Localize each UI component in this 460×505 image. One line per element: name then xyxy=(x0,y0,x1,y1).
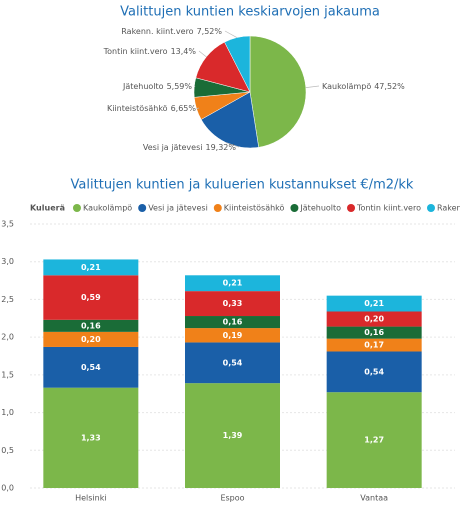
value-label: 0,21 xyxy=(81,263,101,272)
legend-label: Kiinteistösähkö xyxy=(224,204,285,213)
legend-swatch xyxy=(138,204,147,212)
pie-slice xyxy=(249,35,307,148)
value-label: 0,17 xyxy=(364,341,384,350)
legend-label: Kaukolämpö xyxy=(83,204,132,213)
pie-label: Kiinteistösähkö 6,65% xyxy=(107,104,196,113)
legend-label: Jätehuolto xyxy=(299,204,341,213)
pie-label: Tontin kiint.vero 13,4% xyxy=(103,47,197,56)
legend-label: Rakenn. kiint.vero xyxy=(437,204,460,213)
y-tick-label: 2,5 xyxy=(1,295,14,304)
value-label: 1,27 xyxy=(364,436,384,445)
leader-line xyxy=(193,85,196,88)
legend-swatch xyxy=(347,204,356,212)
value-label: 0,59 xyxy=(81,293,101,302)
x-tick-label: Helsinki xyxy=(75,494,106,503)
leader-line xyxy=(224,30,238,38)
leader-line xyxy=(225,142,240,148)
bar-segment xyxy=(43,275,139,320)
y-tick-label: 1,5 xyxy=(1,370,14,379)
pie-label-value: 13,4% xyxy=(171,47,197,56)
bar-segment xyxy=(326,351,422,393)
bar-segment xyxy=(185,342,280,384)
legend-swatch xyxy=(427,204,435,212)
pie-label-category: Vesi ja jätevesi xyxy=(143,143,203,152)
value-label: 0,16 xyxy=(81,321,101,330)
legend-swatch xyxy=(72,204,81,212)
y-tick-label: 1,0 xyxy=(1,408,14,417)
pie-label-category: Kiinteistösähkö xyxy=(107,104,168,113)
value-label: 0,16 xyxy=(364,328,384,337)
pie-label-category: Kaukolämpö xyxy=(322,82,371,91)
bar-segment xyxy=(185,291,280,317)
bar-segment xyxy=(185,383,280,488)
bar-segment xyxy=(43,319,139,332)
pie-label-value: 6,65% xyxy=(171,104,197,113)
value-label: 0,19 xyxy=(223,331,243,340)
bar-segment xyxy=(326,392,422,488)
value-label: 0,33 xyxy=(223,299,243,308)
value-label: 0,20 xyxy=(81,335,101,344)
pie-label-value: 7,52% xyxy=(197,27,223,36)
value-label: 0,21 xyxy=(223,279,243,288)
value-label: 1,33 xyxy=(81,433,101,442)
bar-segment xyxy=(43,346,139,388)
bar-segment xyxy=(43,259,139,276)
pie-label-category: Rakenn. kiint.vero xyxy=(121,27,193,36)
pie-label-value: 19,32% xyxy=(205,143,236,152)
pie-label-category: Jätehuolto xyxy=(122,82,164,91)
pie-label-value: 5,59% xyxy=(167,82,193,91)
legend-label: Vesi ja jätevesi xyxy=(148,204,208,213)
value-label: 1,39 xyxy=(223,431,243,440)
value-label: 0,21 xyxy=(364,299,384,308)
bar-segment xyxy=(326,326,422,339)
pie-title: Valittujen kuntien keskiarvojen jakauma xyxy=(120,5,380,20)
value-label: 0,16 xyxy=(223,318,243,327)
y-tick-label: 3,5 xyxy=(1,220,14,229)
legend-label: Tontin kiint.vero xyxy=(356,204,421,213)
legend-swatch xyxy=(290,204,299,212)
leader-line xyxy=(196,107,200,110)
leader-line xyxy=(305,85,320,88)
bar-title: Valittujen kuntien ja kuluerien kustannu… xyxy=(71,178,414,193)
value-label: 0,20 xyxy=(364,315,384,324)
bar-segment xyxy=(326,338,422,352)
y-tick-label: 0,0 xyxy=(1,484,14,493)
y-tick-label: 0,5 xyxy=(1,446,14,455)
value-label: 0,54 xyxy=(364,367,384,376)
pie-slice xyxy=(224,35,251,93)
bar-segment xyxy=(326,311,422,327)
pie-label-category: Tontin kiint.vero xyxy=(103,47,168,56)
leader-line xyxy=(198,50,207,58)
bar-segment xyxy=(43,331,139,347)
legend-swatch xyxy=(213,204,222,212)
y-tick-label: 3,0 xyxy=(1,257,14,266)
value-label: 0,54 xyxy=(223,358,243,367)
pie-label: Vesi ja jätevesi 19,32% xyxy=(143,143,237,152)
x-tick-label: Vantaa xyxy=(360,494,388,503)
pie-label: Kaukolämpö 47,52% xyxy=(322,82,405,91)
x-tick-label: Espoo xyxy=(220,494,244,503)
bar-segment xyxy=(326,295,422,312)
pie-label-value: 47,52% xyxy=(374,82,405,91)
pie-label: Rakenn. kiint.vero 7,52% xyxy=(121,27,222,36)
legend-title: Kuluerä xyxy=(30,204,65,213)
bar-segment xyxy=(185,316,280,329)
bar-segment xyxy=(185,328,280,343)
value-label: 0,54 xyxy=(81,363,101,372)
pie-label: Jätehuolto 5,59% xyxy=(122,82,192,91)
y-tick-label: 2,0 xyxy=(1,333,14,342)
bar-segment xyxy=(185,275,280,292)
bar-segment xyxy=(43,387,139,488)
